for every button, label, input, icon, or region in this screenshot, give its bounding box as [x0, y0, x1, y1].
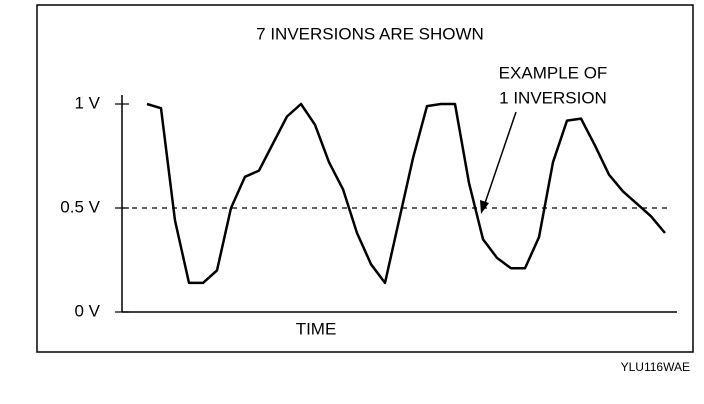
x-axis-label: TIME	[296, 319, 337, 338]
figure-id: YLU116WAE	[621, 360, 690, 374]
annotation: EXAMPLE OF	[499, 63, 608, 82]
frame	[36, 4, 694, 353]
y-tick-label: 0.5 V	[60, 197, 100, 216]
chart-title: 7 INVERSIONS ARE SHOWN	[256, 24, 484, 43]
y-tick-label: 0 V	[74, 301, 100, 320]
annotation: 1 INVERSION	[499, 88, 607, 107]
annotation-arrow	[483, 111, 517, 207]
arrow-head	[480, 200, 489, 214]
y-tick-label: 1 V	[74, 93, 100, 112]
signal-line	[146, 102, 666, 285]
